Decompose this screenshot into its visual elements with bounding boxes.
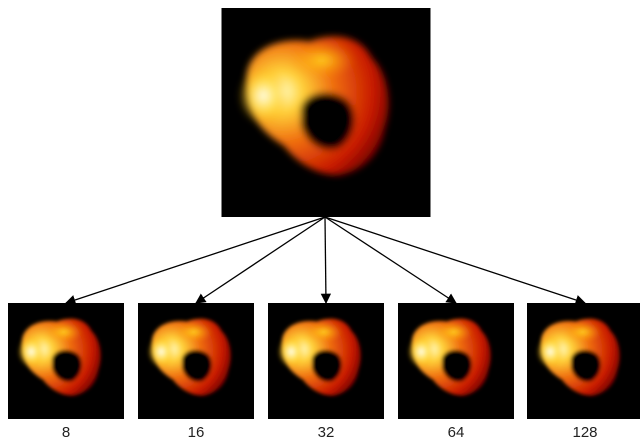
arrow bbox=[325, 217, 326, 303]
thumbnail-heatmap bbox=[398, 303, 514, 419]
thumbnail-heatmap bbox=[527, 303, 640, 419]
main-heatmap bbox=[222, 8, 431, 217]
thumbnail-label: 16 bbox=[188, 424, 205, 441]
arrow bbox=[325, 217, 456, 303]
thumbnail-heatmap bbox=[8, 303, 124, 419]
thumbnail-label: 128 bbox=[572, 424, 597, 441]
arrow bbox=[66, 217, 325, 303]
thumbnail-label: 32 bbox=[318, 424, 335, 441]
thumbnail-heatmap bbox=[268, 303, 384, 419]
thumbnail-label: 8 bbox=[62, 424, 70, 441]
thumbnail-heatmap bbox=[138, 303, 254, 419]
thumbnails: 8 16 32 64 128 bbox=[8, 303, 640, 441]
page: 8163264128 (() => { const data = JSON.pa… bbox=[0, 0, 640, 443]
arrow bbox=[196, 217, 325, 303]
diagram: 8 16 32 64 128 bbox=[0, 0, 640, 443]
arrows bbox=[66, 217, 585, 303]
arrow bbox=[325, 217, 585, 303]
thumbnail-label: 64 bbox=[448, 424, 465, 441]
